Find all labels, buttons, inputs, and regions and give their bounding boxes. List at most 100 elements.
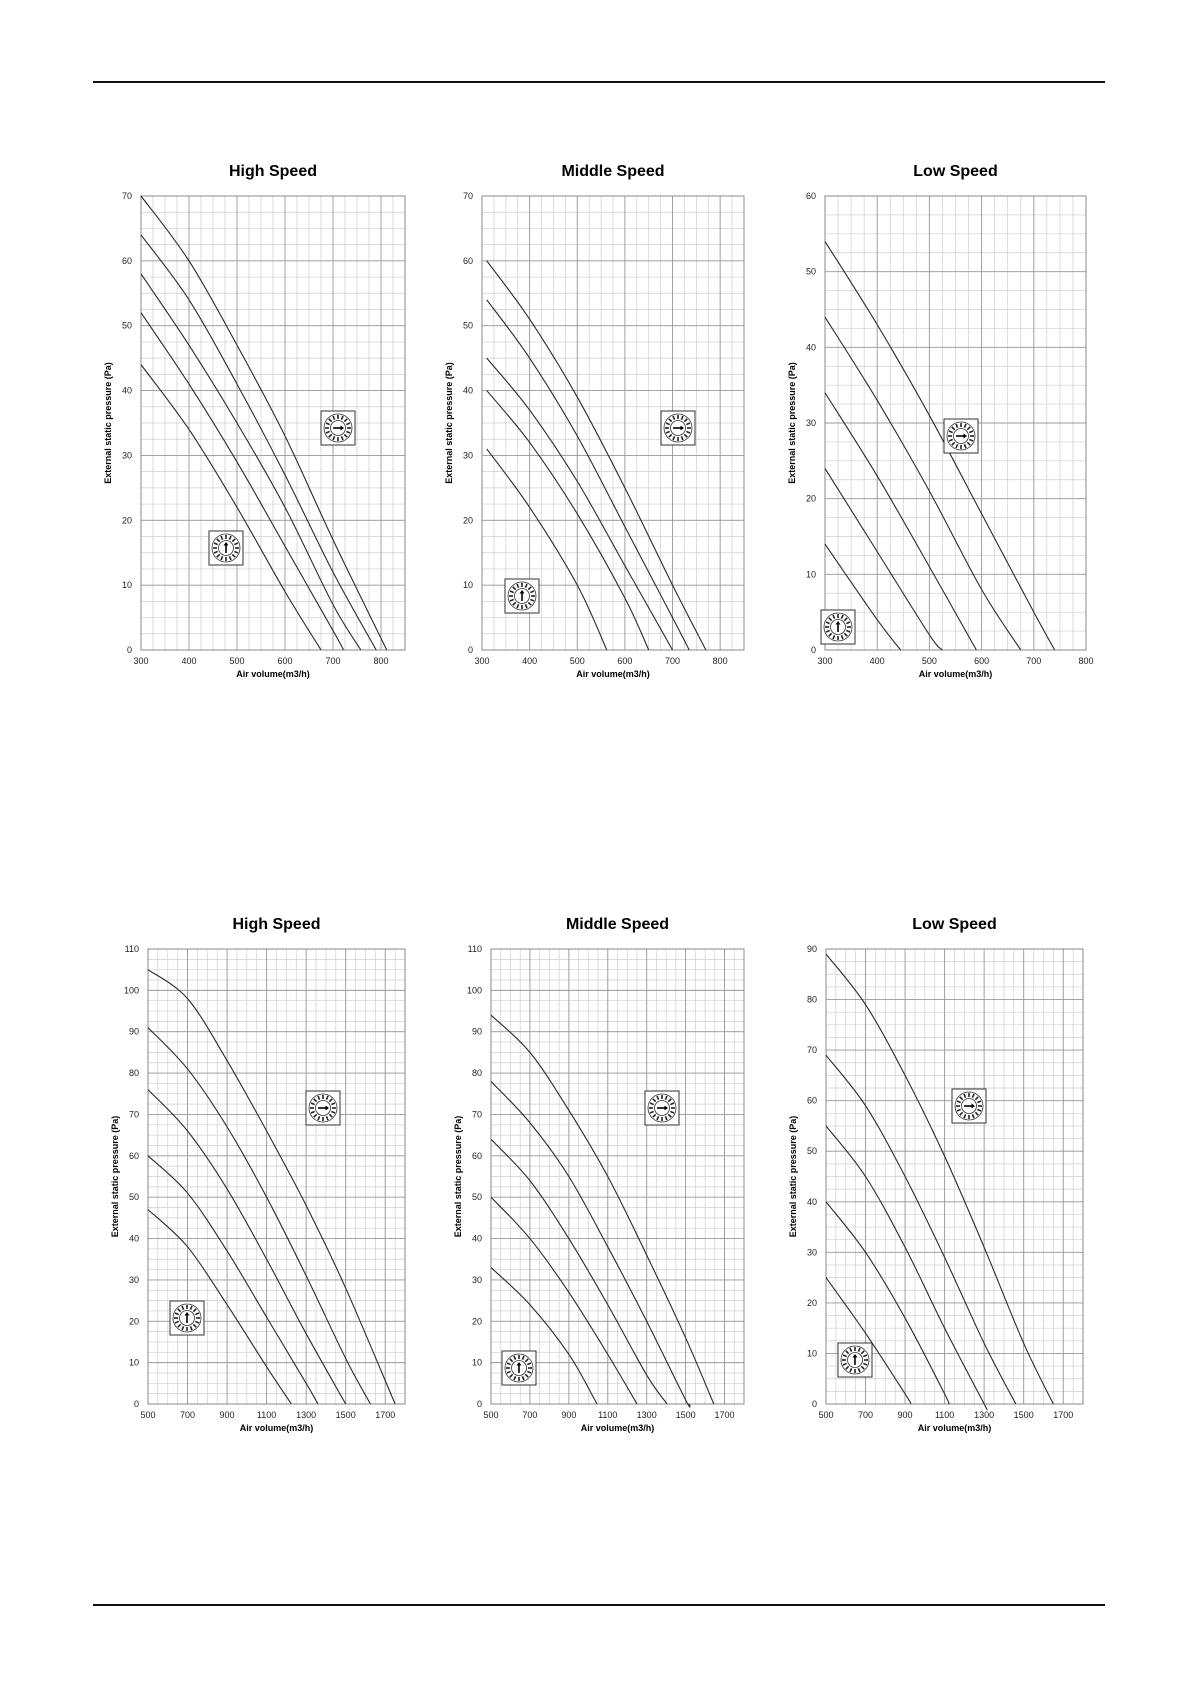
arrow-head-icon [680,425,684,431]
plot-frame [824,195,1087,651]
dial-tick [842,1362,847,1366]
y-tick-label: 40 [807,1197,817,1207]
dial-tick [686,430,691,434]
dial-tick [325,1116,329,1121]
dial-tick [840,614,844,619]
dial-tick [216,553,221,558]
dial-tick [959,1096,964,1101]
y-axis-label: External static pressure (Pa) [787,362,797,484]
plot-frame [140,195,406,651]
curve-series-5 [147,1209,292,1405]
chart-title: High Speed [232,916,320,933]
y-tick-label: 0 [812,1399,817,1409]
plot-frame [481,195,745,651]
y-tick-label: 0 [127,645,132,655]
dial-tick [656,1095,660,1100]
dial-tick [863,1354,868,1358]
dial-tick [649,1110,654,1114]
dial-tick [332,436,336,441]
x-tick-label: 500 [483,1410,498,1420]
dial-tick [325,430,330,434]
curve-series-2 [824,316,1022,651]
curve-series-3 [825,1125,988,1411]
dial-tick [977,1100,982,1104]
dial-ring [823,612,853,642]
arrow-head-icon [519,590,525,594]
curve-series-3 [486,357,674,651]
y-tick-label: 30 [463,450,473,460]
curve-series-4 [490,1196,638,1405]
dial-tick [521,1376,525,1381]
curve-series-5 [490,1267,598,1405]
arrow-head-icon [184,1312,190,1316]
dial-tick [509,1373,514,1378]
arrow-head-icon [223,542,229,546]
dial-tick [189,1326,193,1331]
y-tick-label: 10 [472,1358,482,1368]
chart-title: Middle Speed [566,916,669,933]
chart-4: 500 700 900 1100 1300 1500 1700 0 10 20 30 40 50 60 70… [110,916,406,1433]
curve-series-4 [824,468,943,651]
dial-tick [527,586,532,591]
dial-ring [647,1093,677,1123]
x-tick-label: 700 [665,656,680,666]
x-tick-label: 1700 [715,1410,735,1420]
dial-tick [664,1116,668,1121]
dial-switch-icon [320,410,356,446]
dial-tick [516,604,520,609]
curve-series-1 [147,969,396,1405]
dial-tick [228,556,232,561]
dial-tick [951,441,956,446]
x-tick-label: 600 [277,656,292,666]
x-tick-label: 900 [561,1410,576,1420]
curve-series-1 [140,195,388,651]
dial-tick [216,538,221,543]
dial-switch-icon [660,410,696,446]
x-tick-label: 800 [1078,656,1093,666]
dial-ring [323,413,353,443]
dial-tick [667,1098,672,1103]
dial-tick [524,1358,529,1363]
y-axis-label: External static pressure (Pa) [788,1116,798,1238]
curve-series-2 [825,1054,1017,1405]
y-tick-label: 0 [477,1399,482,1409]
dial-tick [963,444,967,449]
dial-tick [325,422,330,426]
dial-tick [213,550,218,554]
dial-tick [665,422,670,426]
x-tick-label: 400 [522,656,537,666]
y-tick-label: 110 [125,944,139,954]
dial-tick [231,553,236,558]
y-tick-label: 70 [807,1045,817,1055]
dial-tick [846,621,851,625]
dial-tick [828,632,833,637]
x-tick-label: 700 [180,1410,195,1420]
y-tick-label: 80 [129,1068,139,1078]
y-tick-label: 20 [463,515,473,525]
y-tick-label: 0 [811,645,816,655]
y-tick-label: 10 [463,580,473,590]
dial-tick [959,1111,964,1116]
dial-switch-icon [951,1088,987,1124]
dial-tick [513,1376,517,1381]
y-tick-label: 80 [807,995,817,1005]
dial-tick [346,430,351,434]
dial-tick [649,1102,654,1106]
y-tick-label: 20 [129,1316,139,1326]
y-tick-label: 70 [129,1109,139,1119]
dial-tick [843,617,848,622]
dial-tick [325,1095,329,1100]
dial-ring [308,1093,338,1123]
chart-title: Low Speed [913,163,997,180]
dial-tick [845,1350,850,1355]
y-tick-label: 40 [463,386,473,396]
y-tick-label: 70 [472,1109,482,1119]
x-axis-label: Air volume(m3/h) [919,669,993,679]
y-tick-label: 20 [807,1298,817,1308]
x-tick-label: 500 [229,656,244,666]
arrow-head-icon [340,425,344,431]
x-tick-label: 600 [617,656,632,666]
y-tick-label: 80 [472,1068,482,1078]
y-tick-label: 50 [807,1146,817,1156]
